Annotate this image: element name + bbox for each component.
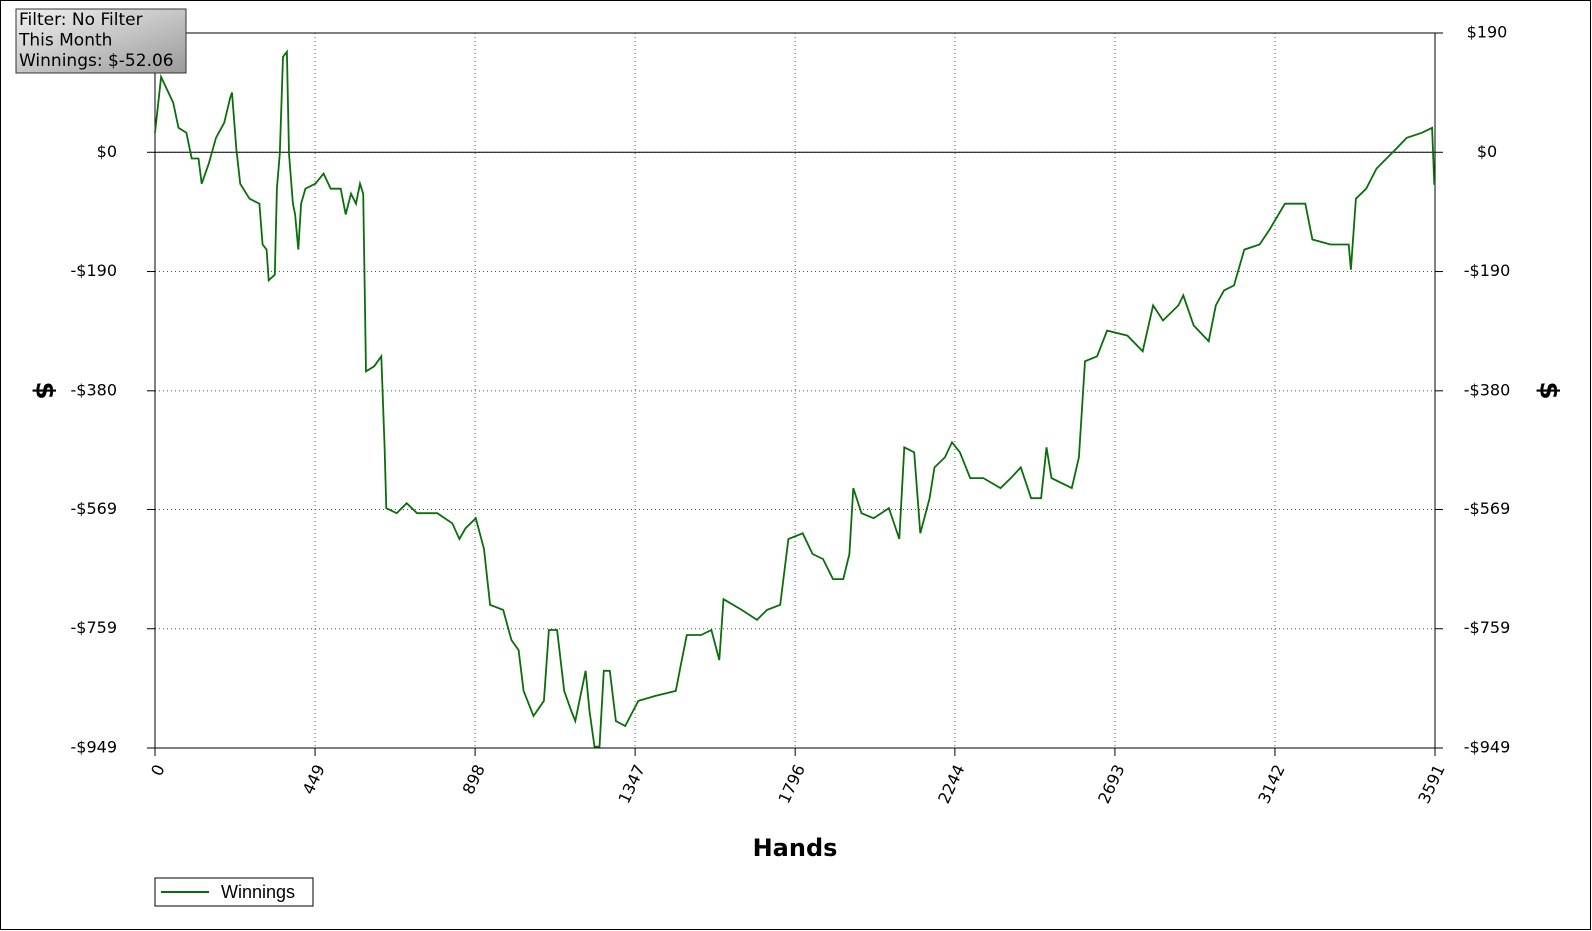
series-line [154,49,1436,748]
y2-axis-label: $ [1534,381,1564,399]
info-text: This Month [18,31,112,51]
y-tick-label: $0 [97,142,117,161]
y2-tick-label: -$949 [1464,738,1511,757]
x-axis-label: Hands [753,834,838,862]
y2-tick-label: -$569 [1464,499,1511,518]
y-tick-label: -$190 [71,261,118,280]
info-box [15,8,187,74]
y2-tick-label: -$190 [1464,261,1511,280]
y2-tick-label: $0 [1477,142,1497,161]
y-axis-label: $ [30,381,60,399]
y2-tick-label: $190 [1467,23,1508,42]
y-tick-label: -$380 [71,380,118,399]
y-tick-label: -$759 [71,618,118,637]
y-tick-label: -$949 [71,738,118,757]
plot-area [154,32,1436,749]
y2-tick-label: -$380 [1464,380,1511,399]
y2-tick-label: -$759 [1464,618,1511,637]
legend-label: Winnings [221,882,295,902]
y-tick-label: -$569 [71,499,118,518]
info-text: Winnings: $-52.06 [19,51,174,71]
info-text: Filter: No Filter [19,10,143,30]
